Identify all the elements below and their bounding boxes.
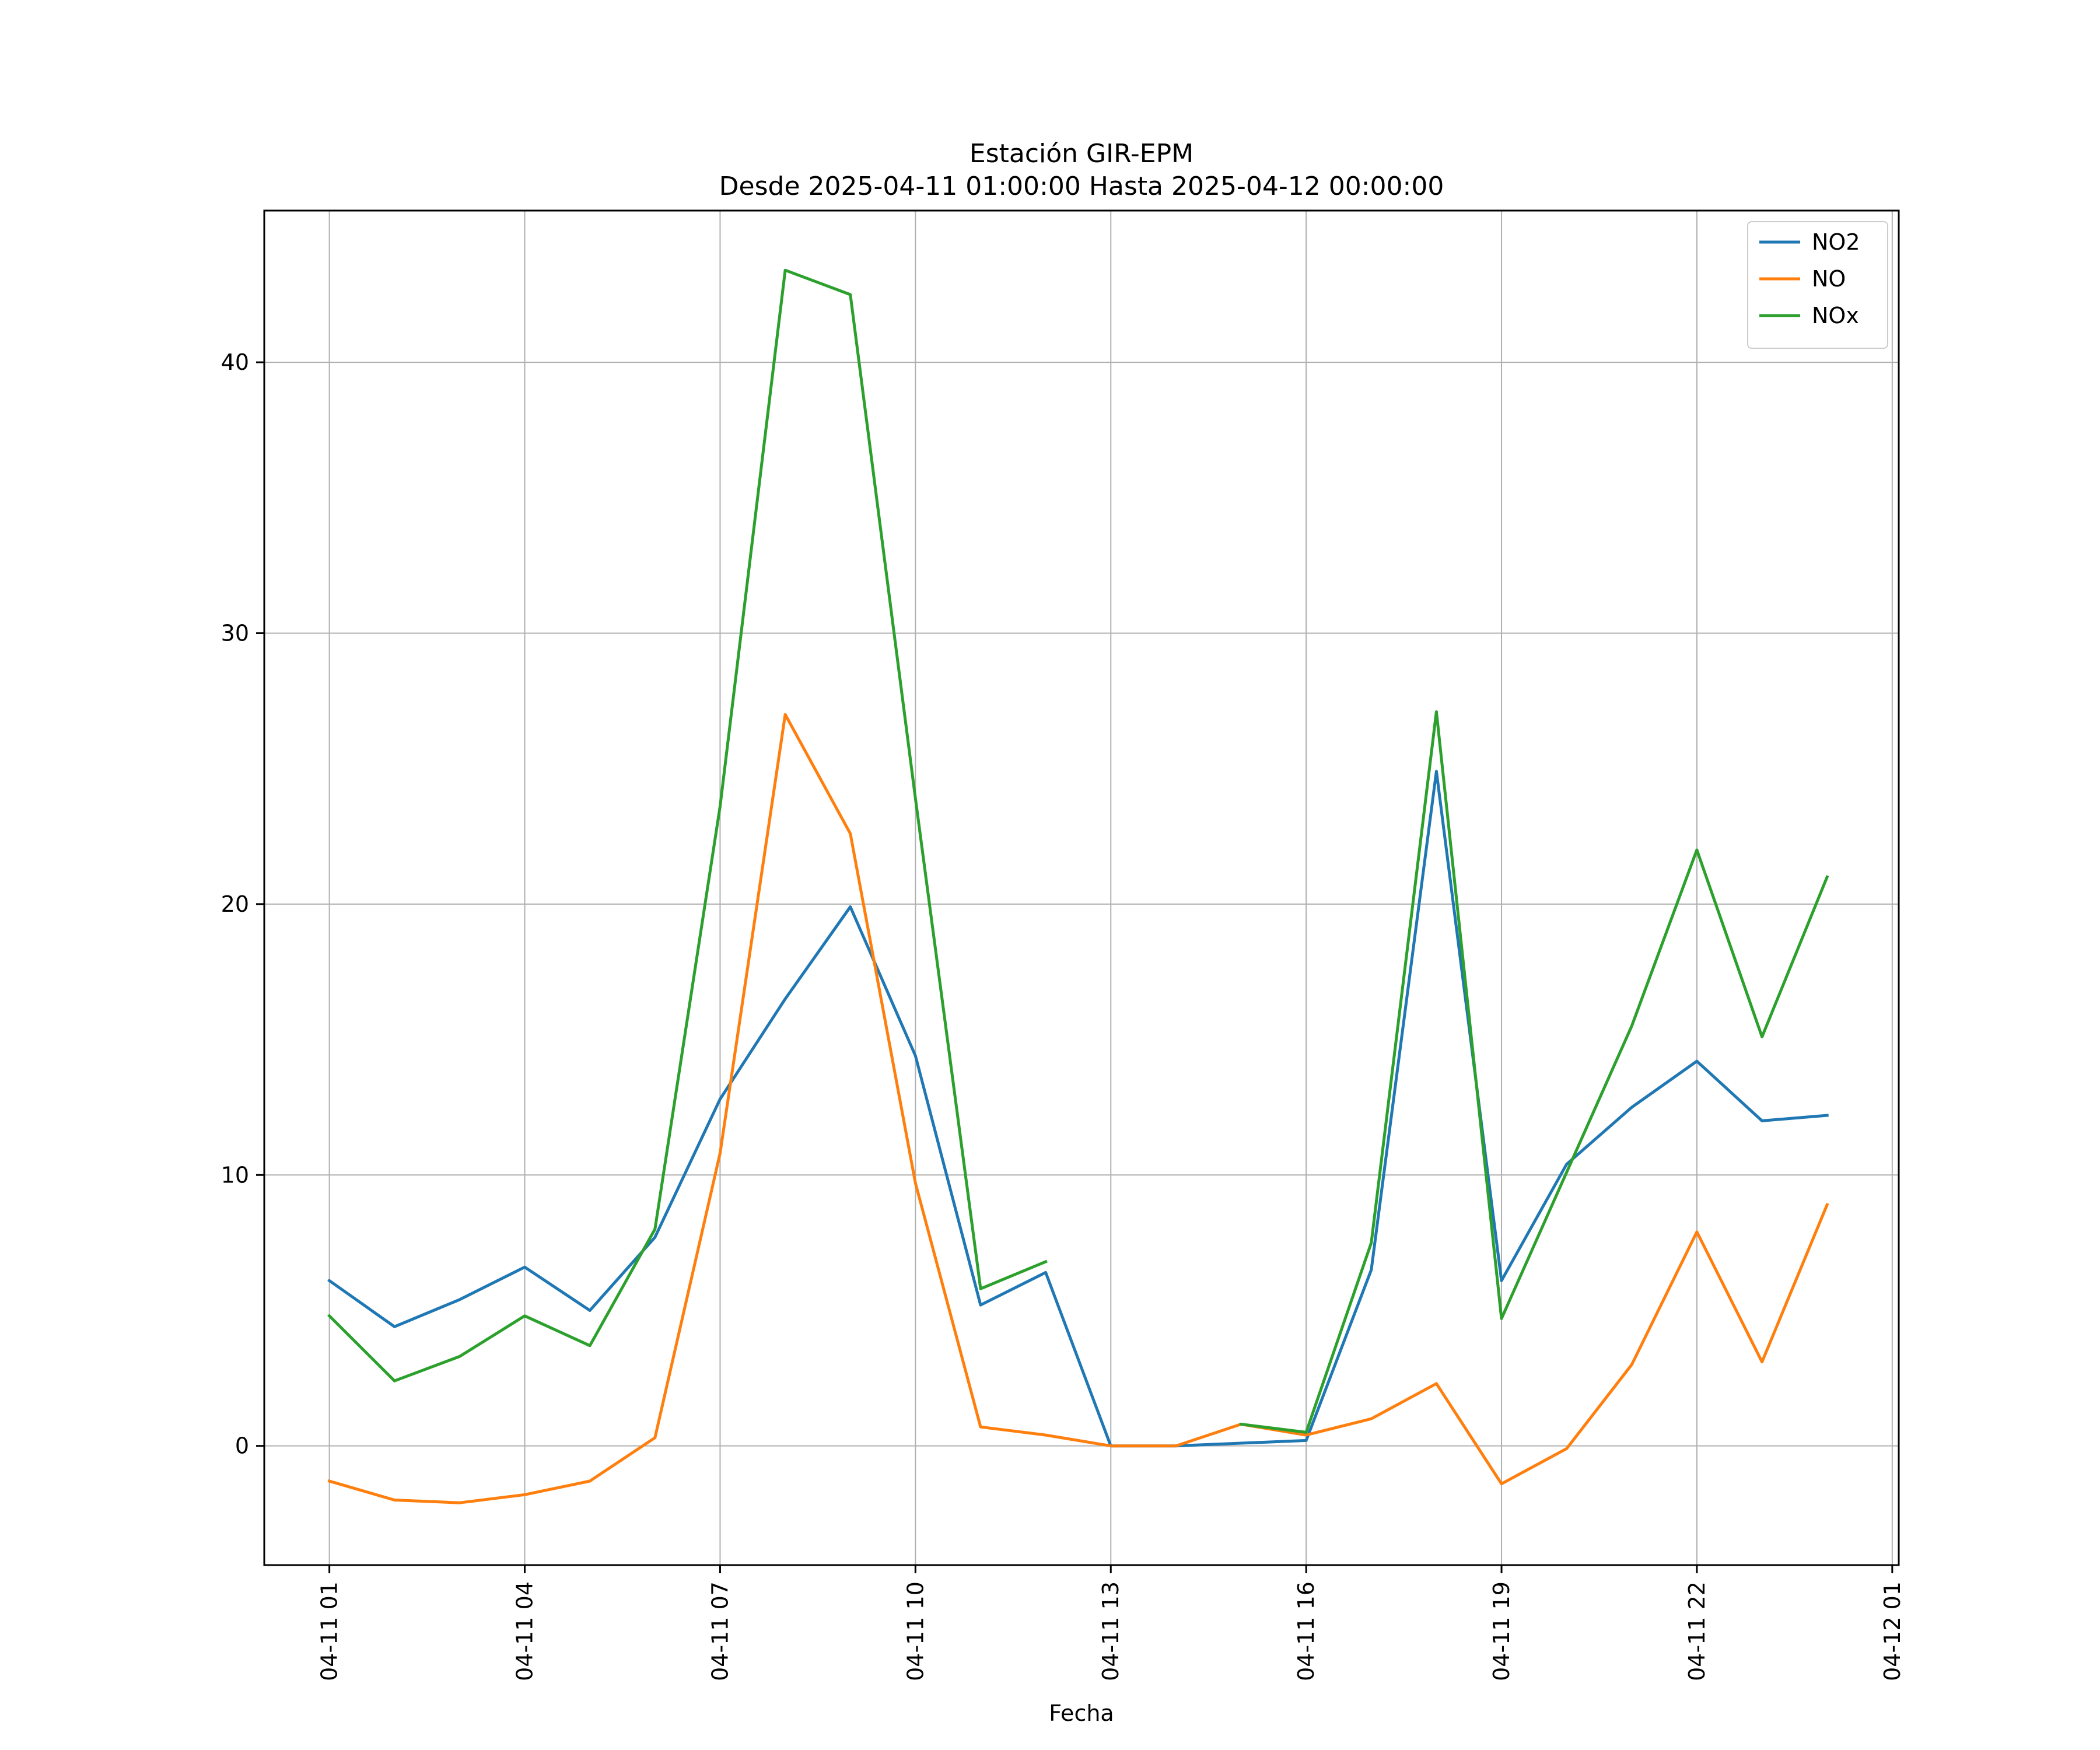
- legend-label-no2: NO2: [1812, 229, 1860, 255]
- x-tick-label: 04-12 01: [1880, 1581, 1905, 1681]
- y-tick-label: 10: [221, 1162, 249, 1188]
- y-tick-label: 20: [221, 891, 249, 917]
- legend-label-no: NO: [1812, 266, 1846, 292]
- axes: [263, 209, 1900, 1566]
- y-tick-label: 0: [235, 1433, 249, 1459]
- legend-label-nox: NOx: [1812, 303, 1859, 328]
- chart-subtitle-line: Desde 2025-04-11 01:00:00 Hasta 2025-04-…: [719, 172, 1444, 201]
- plot-lines: [327, 268, 1829, 1504]
- x-tick-label: 04-11 07: [707, 1581, 733, 1681]
- y-tick-label: 30: [221, 620, 249, 646]
- y-tick-label: 40: [221, 349, 249, 375]
- series-line-nox: [327, 268, 1829, 1434]
- x-tick-label: 04-11 22: [1684, 1581, 1710, 1681]
- x-tick-label: 04-11 13: [1098, 1581, 1124, 1681]
- series-line-no: [327, 713, 1829, 1504]
- x-tick-label: 04-11 16: [1293, 1581, 1319, 1681]
- x-axis-label: Fecha: [1049, 1700, 1114, 1726]
- ticks: 04-11 01 04-11 04 04-11 07 04-11 10 04-11 13…: [221, 349, 1905, 1681]
- plot-frame: [263, 209, 1900, 1566]
- chart-title: Estación GIR-EPM Desde 2025-04-11 01:00:…: [719, 139, 1444, 201]
- legend: NO2 NO NOx: [1747, 221, 1888, 349]
- grid: [264, 211, 1899, 1565]
- x-tick-label: 04-11 01: [317, 1581, 342, 1681]
- x-tick-label: 04-11 04: [512, 1581, 538, 1681]
- x-tick-label: 04-11 19: [1489, 1581, 1514, 1681]
- x-tick-label: 04-11 10: [902, 1581, 928, 1681]
- series-line-no2: [327, 769, 1829, 1448]
- chart-title-line: Estación GIR-EPM: [970, 139, 1194, 169]
